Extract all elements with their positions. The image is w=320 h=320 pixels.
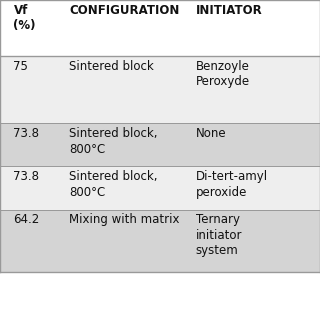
Text: 73.8: 73.8 [13, 127, 39, 140]
Text: Di-tert-amyl
peroxide: Di-tert-amyl peroxide [196, 170, 268, 199]
Text: CONFIGURATION: CONFIGURATION [69, 4, 180, 17]
Text: 73.8: 73.8 [13, 170, 39, 183]
Text: 64.2: 64.2 [13, 213, 40, 227]
Bar [0, 56, 320, 123]
Text: Sintered block,
800°C: Sintered block, 800°C [69, 127, 158, 156]
Text: Mixing with matrix: Mixing with matrix [69, 213, 180, 227]
Text: INITIATOR: INITIATOR [196, 4, 263, 17]
Text: Sintered block: Sintered block [69, 60, 154, 73]
Text: None: None [196, 127, 227, 140]
Bar [0, 166, 320, 210]
Text: 75: 75 [13, 60, 28, 73]
Bar [0, 210, 320, 272]
Bar [0, 0, 320, 56]
Text: Sintered block,
800°C: Sintered block, 800°C [69, 170, 158, 199]
Text: Benzoyle
Peroxyde: Benzoyle Peroxyde [196, 60, 250, 88]
Text: Vf
(%): Vf (%) [13, 4, 36, 32]
Bar [0, 123, 320, 166]
Text: Ternary
initiator
system: Ternary initiator system [196, 213, 242, 257]
